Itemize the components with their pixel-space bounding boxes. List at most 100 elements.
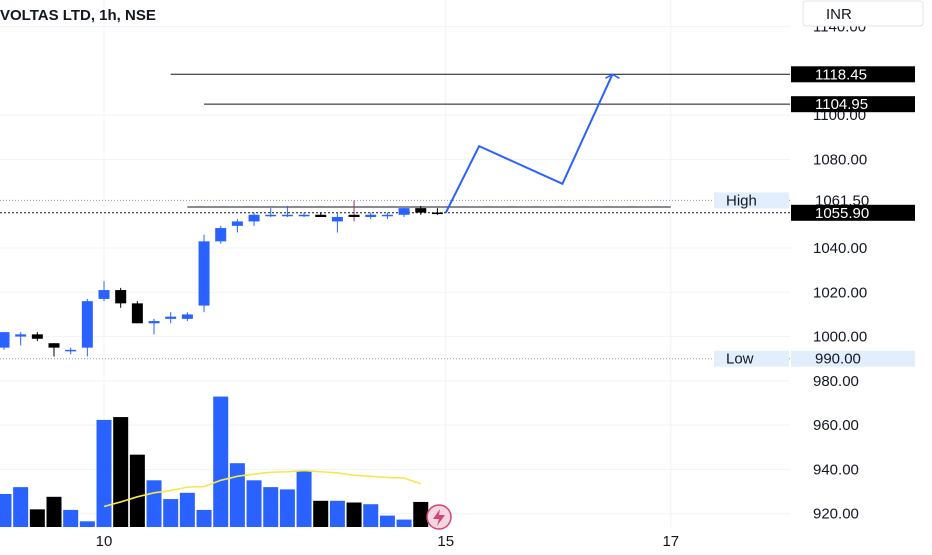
candle xyxy=(31,332,43,341)
volume-bar xyxy=(129,454,145,527)
y-tick-label: 1020.00 xyxy=(813,284,867,301)
candle-body xyxy=(431,212,443,215)
y-tick-label: 1000.00 xyxy=(813,329,867,346)
candle-body xyxy=(148,321,160,324)
currency-button[interactable] xyxy=(802,0,924,27)
volume-bar xyxy=(146,480,162,527)
arrow-head xyxy=(605,73,620,79)
chart-title: VOLTAS LTD, 1h, NSE xyxy=(0,7,156,24)
low-value-tag xyxy=(791,350,915,367)
volume-bar xyxy=(179,492,195,527)
candle xyxy=(431,208,443,215)
x-tick-label: 15 xyxy=(437,533,454,550)
candle xyxy=(298,212,310,217)
low-value-tag-label: 990.00 xyxy=(815,351,861,368)
volume-bar xyxy=(46,496,62,527)
level-tag-label: 1118.45 xyxy=(815,66,867,83)
candle xyxy=(48,343,60,357)
candle xyxy=(165,312,177,324)
low-badge-label: Low xyxy=(726,351,754,368)
projection-path xyxy=(444,73,620,214)
lightning-icon xyxy=(433,509,445,526)
candle xyxy=(81,298,93,357)
candle xyxy=(348,200,360,222)
x-tick-label: 10 xyxy=(96,533,113,550)
volume-bar xyxy=(96,419,112,527)
candle-body xyxy=(331,217,343,222)
candle xyxy=(265,208,277,217)
candle xyxy=(281,205,293,217)
candle-body xyxy=(415,208,427,213)
y-tick-label: 940.00 xyxy=(813,461,859,478)
last-price-tag-label: 1055.90 xyxy=(815,205,869,222)
time-axis[interactable]: 10 15 17 xyxy=(96,533,679,550)
volume-bar xyxy=(113,417,129,527)
volume-bar xyxy=(413,501,429,527)
low-badge xyxy=(714,350,789,367)
candle-body xyxy=(31,334,43,339)
candle-body xyxy=(198,241,210,306)
volume-bar xyxy=(213,396,229,527)
y-tick-label: 1080.00 xyxy=(813,151,867,168)
volume-bar xyxy=(0,493,12,527)
candle-body xyxy=(165,316,177,319)
y-tick-label: 980.00 xyxy=(813,373,859,390)
level-tag xyxy=(791,66,915,83)
high-badge-label: High xyxy=(726,192,757,209)
candle xyxy=(65,347,77,355)
candle-body xyxy=(248,214,260,222)
candle xyxy=(248,212,260,226)
candle-body xyxy=(281,214,293,217)
candle-body xyxy=(348,214,360,217)
volume-bar xyxy=(263,487,279,527)
candle xyxy=(115,287,127,308)
level-tag-label: 1104.95 xyxy=(815,96,868,113)
volume-bar xyxy=(296,470,312,527)
volume-bar xyxy=(13,487,29,527)
candle xyxy=(131,301,143,324)
volume-bar xyxy=(163,499,179,527)
last-price-tag xyxy=(791,204,915,221)
candle xyxy=(148,318,160,335)
candle-body xyxy=(298,214,310,217)
price-axis[interactable]: 1140.001100.001080.001040.001020.001000.… xyxy=(714,19,915,523)
tradingview-logo[interactable] xyxy=(426,504,452,530)
candle xyxy=(398,208,410,217)
volume-bar xyxy=(346,502,362,527)
candles xyxy=(0,200,443,357)
candle xyxy=(415,205,427,215)
volume-bar xyxy=(313,500,329,527)
candle-body xyxy=(65,349,77,352)
candle-body xyxy=(81,301,93,348)
volume-bar xyxy=(246,480,262,527)
candle xyxy=(0,332,10,350)
candle-body xyxy=(15,334,27,337)
candle xyxy=(381,212,393,220)
candle-body xyxy=(315,214,327,217)
candle-body xyxy=(381,214,393,217)
candle xyxy=(231,219,243,233)
candle-body xyxy=(0,332,10,348)
candle xyxy=(215,225,227,244)
candle-body xyxy=(98,290,110,299)
candle xyxy=(181,312,193,322)
volume-bar xyxy=(196,509,212,527)
volume-bar xyxy=(279,489,295,527)
currency-label: INR xyxy=(826,6,852,23)
horizontal-levels xyxy=(0,73,790,360)
candle-body xyxy=(48,343,60,348)
y-tick-label: 920.00 xyxy=(813,506,859,523)
candle xyxy=(15,332,27,346)
y-tick-label: 960.00 xyxy=(813,417,859,434)
level-tag xyxy=(791,96,915,113)
volume-bar xyxy=(379,515,395,527)
candle-body xyxy=(365,214,377,217)
projection-line[interactable] xyxy=(444,73,614,214)
candle xyxy=(365,212,377,220)
volume-bar xyxy=(329,500,345,527)
volume-pane xyxy=(0,396,429,527)
volume-bar xyxy=(396,519,412,527)
